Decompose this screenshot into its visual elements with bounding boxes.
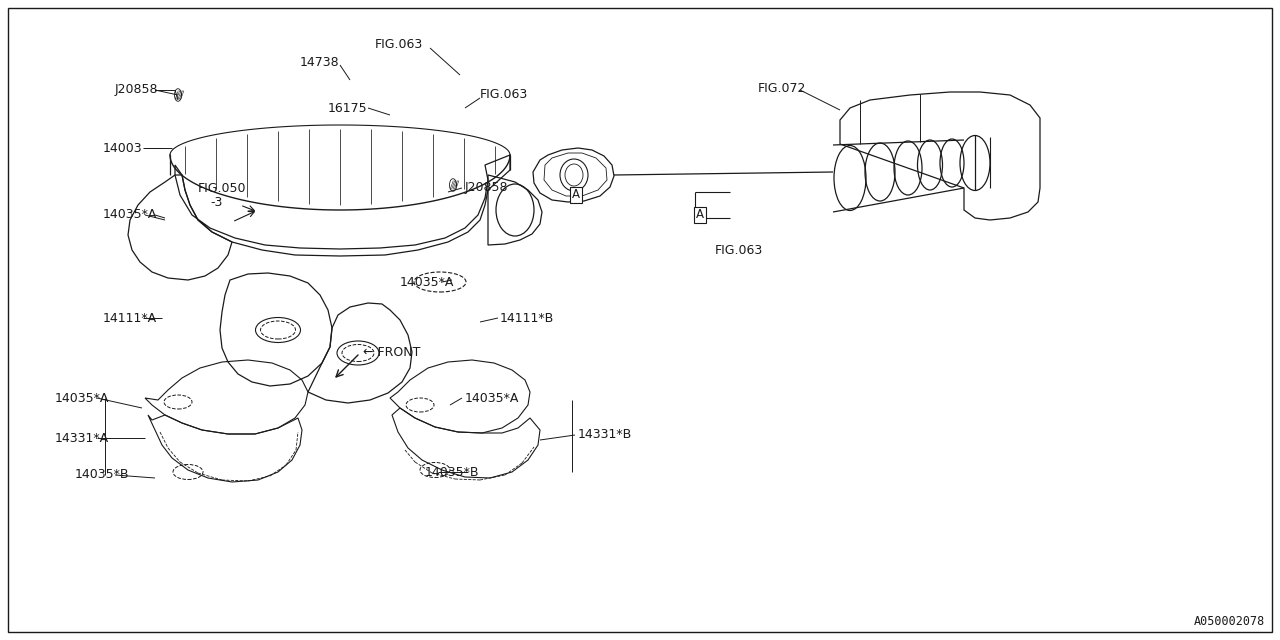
Text: 14035*B: 14035*B (76, 468, 129, 481)
Text: 14738: 14738 (300, 56, 339, 68)
Text: FIG.072: FIG.072 (758, 81, 806, 95)
Text: 14003: 14003 (102, 141, 142, 154)
Text: 14331*B: 14331*B (579, 429, 632, 442)
Text: FIG.063: FIG.063 (716, 243, 763, 257)
Text: -3: -3 (210, 195, 223, 209)
Text: FIG.063: FIG.063 (480, 88, 529, 102)
Text: ← FRONT: ← FRONT (364, 346, 420, 359)
Text: 16175: 16175 (328, 102, 367, 115)
Text: J20858: J20858 (465, 182, 508, 195)
Text: 14035*A: 14035*A (55, 392, 109, 404)
Text: 14035*A: 14035*A (465, 392, 520, 404)
Text: 14111*B: 14111*B (500, 312, 554, 324)
Text: 14331*A: 14331*A (55, 431, 109, 445)
Text: J20858: J20858 (115, 83, 159, 97)
Text: A050002078: A050002078 (1194, 615, 1265, 628)
Text: FIG.063: FIG.063 (375, 38, 424, 51)
Text: 14035*A: 14035*A (102, 209, 157, 221)
Text: FIG.050: FIG.050 (198, 182, 247, 195)
Text: A: A (696, 209, 704, 221)
Text: 14035*A: 14035*A (399, 275, 454, 289)
Text: 14111*A: 14111*A (102, 312, 157, 324)
Text: 14035*B: 14035*B (425, 465, 480, 479)
Text: A: A (572, 189, 580, 202)
